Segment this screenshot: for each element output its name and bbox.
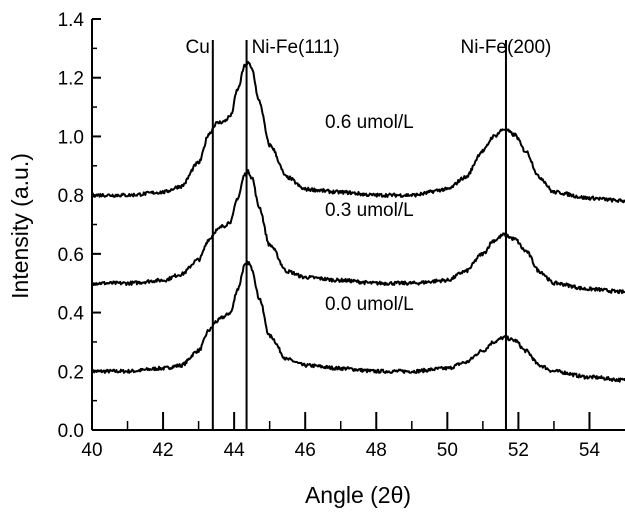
plot-area: 40 42 44 46 48 50 52 54 0.0 0.2 0.4 0.6 0.8 1.0 1.2 1.4…	[58, 10, 625, 461]
y-tick-label: 0.2	[58, 362, 84, 383]
y-tick-label: 1.4	[58, 10, 85, 31]
series-label-2: 0.6 umol/L	[325, 112, 414, 133]
reference-line-label-2: Ni-Fe(200)	[461, 37, 552, 58]
series-label-0: 0.0 umol/L	[325, 294, 414, 315]
y-tick-label: 1.0	[58, 127, 84, 148]
reference-line-label-0: Cu	[186, 37, 210, 58]
x-tick-label-54: 54	[579, 440, 601, 461]
x-tick-label-40: 40	[81, 440, 102, 461]
y-axis-title: Intensity (a.u.)	[7, 153, 33, 299]
series-line-1	[91, 169, 625, 295]
x-tick-label-50: 50	[437, 440, 458, 461]
series-line-0	[91, 260, 625, 383]
x-tick-label-48: 48	[366, 440, 387, 461]
x-tick-label-46: 46	[295, 440, 316, 461]
x-tick-label-52: 52	[508, 440, 529, 461]
y-tick-label: 1.2	[58, 69, 84, 90]
x-axis-title: Angle (2θ)	[305, 482, 411, 508]
series-line-2	[91, 60, 625, 204]
reference-line-label-1: Ni-Fe(111)	[252, 37, 340, 58]
series-label-1: 0.3 umol/L	[325, 200, 414, 221]
y-tick-label: 0.8	[58, 186, 84, 207]
y-tick-label: 0.6	[58, 245, 84, 266]
y-tick-label: 0.0	[58, 421, 84, 442]
y-tick-label: 0.4	[58, 304, 85, 325]
x-tick-label-42: 42	[152, 440, 173, 461]
x-tick-label-44: 44	[224, 440, 246, 461]
